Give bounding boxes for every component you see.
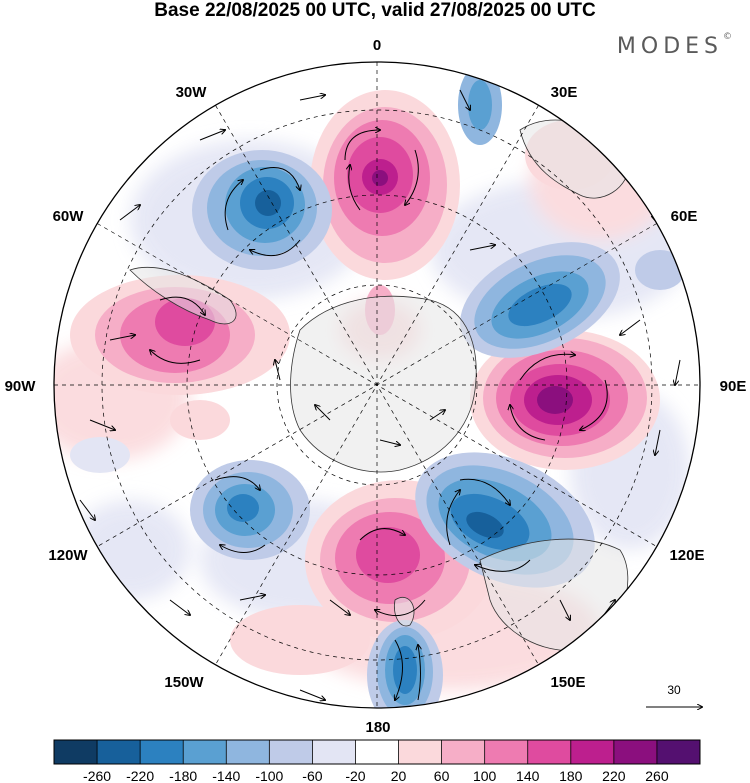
- lon-label-60e: 60E: [671, 208, 698, 225]
- wind-vectors: [79, 89, 681, 700]
- brand-mark: ©: [723, 32, 732, 42]
- anomaly-field: [54, 62, 700, 708]
- colorbar-swatch: [484, 740, 529, 764]
- colorbar-tick-label: 220: [602, 768, 626, 783]
- colorbar-swatch: [570, 740, 615, 764]
- colorbar-tick-label: -20: [345, 768, 365, 783]
- anomaly-center: [470, 330, 660, 470]
- lon-label-30e: 30E: [551, 84, 578, 101]
- colorbar-tick-label: 100: [473, 768, 497, 783]
- brand-name: MODES: [616, 34, 723, 59]
- graticule: [54, 62, 700, 708]
- colorbar-swatch: [613, 740, 658, 764]
- lon-label-30w: 30W: [176, 84, 208, 101]
- longitude-labels: 0 30E 60E 90E 120E 150E 180 150W 120W 90…: [5, 37, 747, 736]
- colorbar-tick-label: -140: [212, 768, 240, 783]
- lon-label-180: 180: [365, 719, 390, 736]
- colorbar-tick-label: 140: [516, 768, 540, 783]
- reference-vector: 30: [646, 683, 702, 707]
- colorbar-swatch: [54, 740, 98, 764]
- lon-label-90e: 90E: [720, 378, 747, 395]
- anomaly-center: [190, 460, 310, 560]
- lon-label-150e: 150E: [550, 674, 585, 691]
- colorbar-swatch: [441, 740, 486, 764]
- lon-label-150w: 150W: [164, 674, 204, 691]
- colorbar-tick-label: 260: [645, 768, 669, 783]
- colorbar-tick-label: 60: [434, 768, 450, 783]
- lon-label-120e: 120E: [669, 547, 704, 564]
- colorbar-tick-label: -60: [302, 768, 322, 783]
- coastlines: [129, 119, 631, 652]
- colorbar-swatch: [226, 740, 270, 764]
- colorbar-frame: [53, 739, 701, 765]
- colorbar-swatch: [183, 740, 227, 764]
- colorbar-swatch: [656, 740, 701, 764]
- colorbar-tick-label: 180: [559, 768, 583, 783]
- map-boundary: [53, 61, 701, 709]
- colorbar-swatch: [527, 740, 572, 764]
- colorbar-tick-label: 20: [391, 768, 407, 783]
- colorbar-tick-label: -260: [83, 768, 111, 783]
- modes-logo: MODES©: [616, 32, 732, 59]
- colorbar-tick-label: -100: [255, 768, 283, 783]
- colorbar-tick-label: -220: [126, 768, 154, 783]
- anomaly-center: [460, 242, 620, 358]
- lon-label-0: 0: [373, 37, 381, 54]
- anomaly-center: [367, 620, 443, 708]
- colorbar-swatch: [269, 740, 313, 764]
- colorbar-swatch: [312, 740, 356, 764]
- anomaly-center: [192, 150, 332, 270]
- lon-label-120w: 120W: [48, 547, 88, 564]
- anomaly-center: [310, 90, 460, 280]
- map-title: Base 22/08/2025 00 UTC, valid 27/08/2025…: [154, 0, 596, 21]
- colorbar: -260 -220 -180 -140 -100 -60 -20 20 60 100 140 180 2…: [53, 739, 701, 783]
- lon-label-60w: 60W: [53, 208, 85, 225]
- colorbar-swatch: [355, 740, 400, 764]
- colorbar-tick-label: -180: [169, 768, 197, 783]
- lon-label-90w: 90W: [5, 378, 37, 395]
- colorbar-swatch: [97, 740, 141, 764]
- reference-vector-label: 30: [667, 683, 681, 697]
- colorbar-swatch: [398, 740, 443, 764]
- colorbar-swatch: [140, 740, 184, 764]
